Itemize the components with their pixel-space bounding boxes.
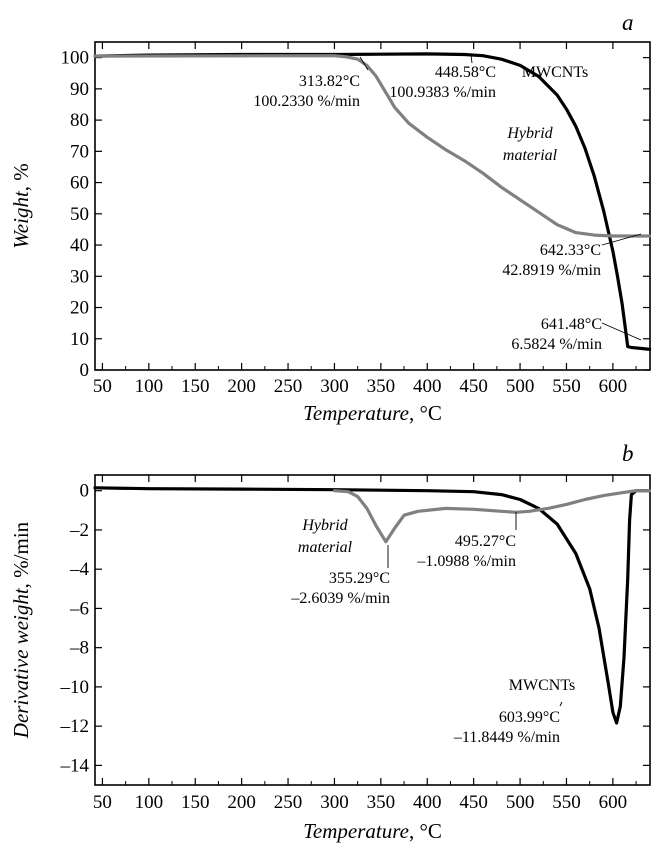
annotation-label: 603.99°C –11.8449 %/min: [453, 709, 560, 746]
x-tick-label: 600: [599, 376, 628, 397]
x-tick-label: 50: [93, 376, 112, 397]
y-tick-label: 30: [70, 266, 89, 287]
y-tick-label: –4: [69, 559, 90, 580]
annotation-label: 313.82°C 100.2330 %/min: [253, 73, 360, 110]
series-line-hybrid-material: [93, 54, 651, 238]
y-tick-label: 90: [70, 79, 89, 100]
x-tick-label: 150: [181, 792, 210, 813]
y-tick-label: –14: [60, 755, 90, 776]
y-tick-label: –6: [69, 598, 89, 619]
x-tick-label: 100: [135, 376, 164, 397]
plot-frame: [94, 41, 651, 371]
x-axis-label: Temperature, °C: [303, 819, 442, 843]
y-axis-label: Derivative weight, %/min: [9, 521, 33, 739]
annotation-leader: [359, 56, 369, 71]
x-tick-label: 350: [367, 792, 396, 813]
x-tick-label: 600: [599, 792, 628, 813]
y-tick-label: 40: [70, 235, 89, 256]
y-tick-label: –12: [60, 716, 90, 737]
annotation-leader: [601, 322, 642, 341]
x-tick-label: 400: [413, 376, 442, 397]
x-tick-label: 450: [459, 792, 488, 813]
x-tick-label: 300: [320, 792, 349, 813]
series-label: MWCNTs: [522, 64, 588, 81]
series-label: Hybrid material: [503, 125, 558, 164]
x-tick-label: 300: [320, 376, 349, 397]
x-tick-label: 450: [459, 376, 488, 397]
x-tick-label: 50: [93, 792, 112, 813]
series-label: Hybrid material: [298, 517, 353, 556]
y-tick-label: 70: [70, 141, 89, 162]
x-tick-label: 150: [181, 376, 210, 397]
annotation-label: 641.48°C 6.5824 %/min: [511, 316, 602, 353]
series-label: MWCNTs: [509, 677, 575, 694]
y-tick-label: 50: [70, 204, 89, 225]
annotation-label: 355.29°C –2.6039 %/min: [290, 570, 390, 607]
x-tick-label: 200: [227, 376, 256, 397]
y-axis-label: Weight, %: [9, 163, 33, 249]
x-tick-label: 550: [552, 376, 581, 397]
panel-label: a: [622, 10, 634, 35]
y-tick-label: 80: [70, 110, 89, 131]
x-tick-label: 500: [506, 376, 535, 397]
y-tick-label: 10: [70, 329, 89, 350]
chart-panel-b: 50 100 150 200 250 300 350 400 450 500 550 600 0 –2 –4…: [9, 441, 651, 843]
x-tick-label: 350: [367, 376, 396, 397]
panel-label: b: [622, 441, 634, 466]
series-line-mwcnts: [93, 486, 651, 725]
series-line-mwcnts: [93, 52, 651, 351]
x-tick-label: 550: [552, 792, 581, 813]
x-tick-label: 250: [274, 376, 303, 397]
annotation-leader: [470, 54, 473, 64]
annotation-label: 642.33°C 42.8919 %/min: [502, 242, 601, 279]
y-tick-label: 20: [70, 298, 89, 319]
annotation-leader: [559, 701, 563, 707]
y-tick-label: 0: [80, 481, 90, 502]
y-tick-label: 0: [80, 360, 90, 381]
y-tick-label: –2: [69, 520, 89, 541]
annotation-label: 495.27°C –1.0988 %/min: [416, 533, 516, 570]
series-line-hybrid-material: [332, 489, 651, 544]
annotation-label: 448.58°C 100.9383 %/min: [389, 64, 496, 101]
x-axis-label: Temperature, °C: [303, 401, 442, 425]
annotation-leader: [601, 233, 642, 246]
y-tick-label: 60: [70, 173, 89, 194]
x-tick-label: 400: [413, 792, 442, 813]
chart-panel-a: 50 100 150 200 250 300 350 400 450 500 550 600 0 10 20…: [9, 10, 651, 425]
y-tick-label: 100: [61, 48, 90, 69]
y-tick-label: –10: [60, 677, 90, 698]
x-tick-label: 500: [506, 792, 535, 813]
x-tick-label: 200: [227, 792, 256, 813]
y-tick-label: –8: [69, 638, 89, 659]
plot-frame: [94, 474, 651, 786]
x-tick-label: 100: [135, 792, 164, 813]
x-tick-label: 250: [274, 792, 303, 813]
